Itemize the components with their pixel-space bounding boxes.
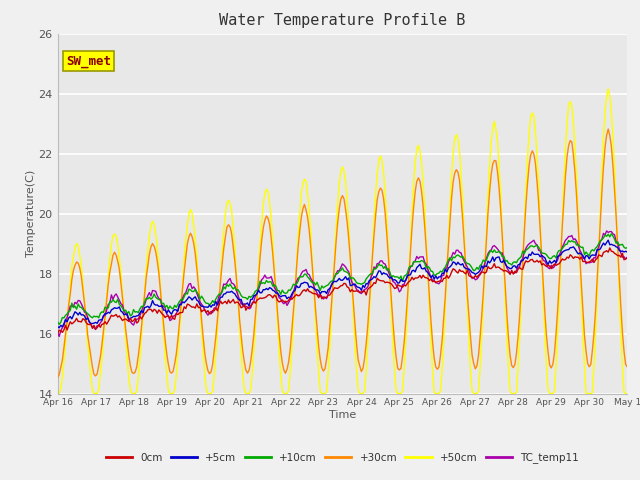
Legend: 0cm, +5cm, +10cm, +30cm, +50cm, TC_temp11: 0cm, +5cm, +10cm, +30cm, +50cm, TC_temp1… xyxy=(102,448,583,468)
Title: Water Temperature Profile B: Water Temperature Profile B xyxy=(220,13,465,28)
X-axis label: Time: Time xyxy=(329,410,356,420)
Y-axis label: Temperature(C): Temperature(C) xyxy=(26,170,36,257)
Text: SW_met: SW_met xyxy=(66,55,111,68)
